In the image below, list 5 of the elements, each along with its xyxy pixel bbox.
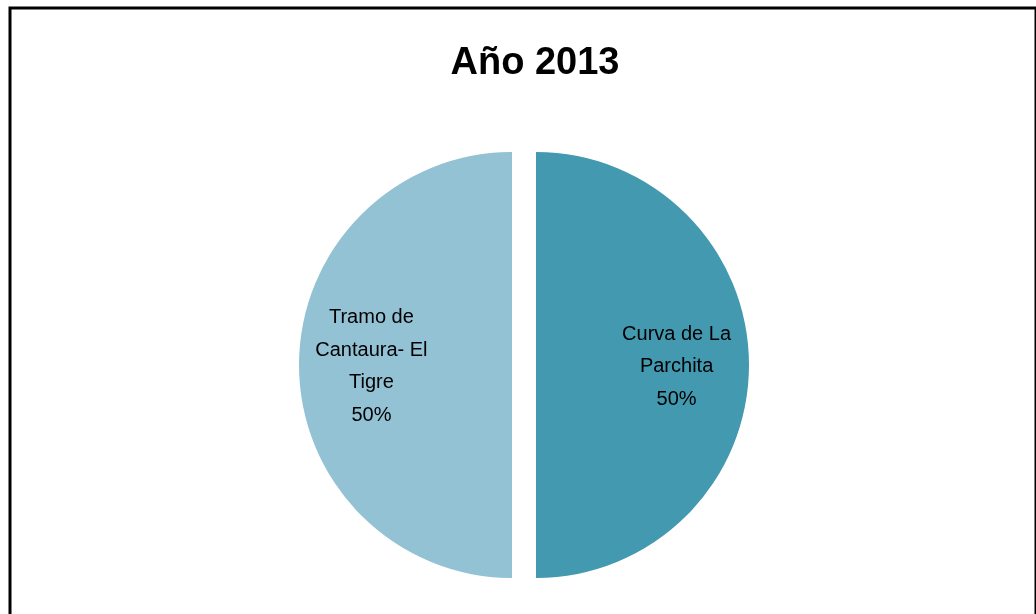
slice-label: Curva de La Parchita — [622, 321, 732, 376]
data-label: 50% — [351, 402, 392, 425]
slice-label: Tramo de Cantaura- El Tigre — [315, 305, 428, 393]
chart-title: Año 2013 — [450, 40, 620, 82]
data-label: 50% — [656, 386, 697, 409]
